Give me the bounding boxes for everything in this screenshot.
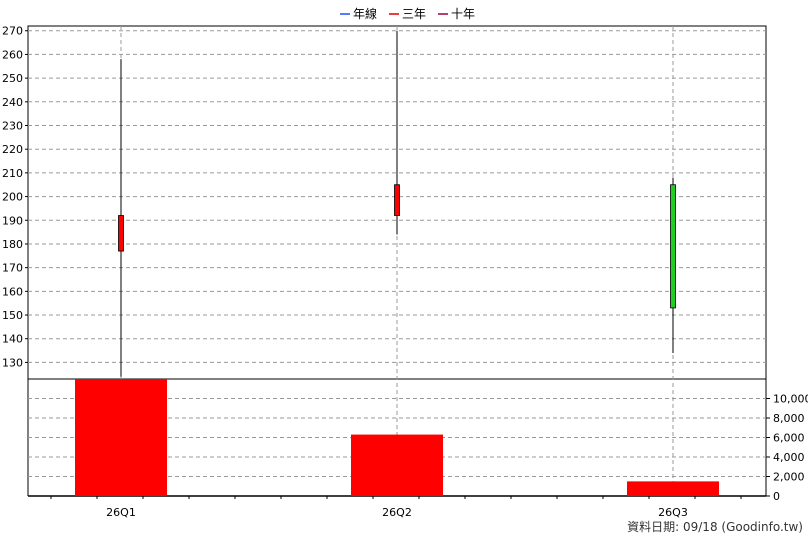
price-tick-label: 180 (2, 238, 23, 251)
volume-tick-label: 4,000 (773, 451, 805, 464)
x-axis: 26Q1 26Q2 26Q3 (50, 496, 742, 519)
legend: 年線 三年 十年 (340, 6, 475, 21)
x-tick-label: 26Q2 (382, 506, 412, 519)
candle-body (118, 215, 124, 252)
price-tick-label: 150 (2, 309, 23, 322)
volume-bar (627, 481, 719, 496)
x-tick-label: 26Q3 (658, 506, 688, 519)
legend-label: 三年 (402, 7, 426, 21)
volume-bar (75, 379, 167, 496)
price-tick-label: 230 (2, 120, 23, 133)
price-tick-label: 270 (2, 25, 23, 38)
legend-label: 十年 (451, 7, 475, 21)
price-tick-label: 260 (2, 48, 23, 61)
price-tick-label: 160 (2, 285, 23, 298)
price-tick-label: 170 (2, 262, 23, 275)
price-tick-label: 200 (2, 191, 23, 204)
volume-axis: 0 2,000 4,000 6,000 8,000 10,000 (766, 393, 808, 503)
candles (118, 30, 676, 377)
price-tick-label: 190 (2, 214, 23, 227)
volume-tick-label: 0 (773, 490, 780, 503)
price-tick-label: 140 (2, 333, 23, 346)
price-tick-label: 240 (2, 96, 23, 109)
price-axis: 130 140 150 160 170 180 190 200 210 220 230 240 250 2… (2, 25, 28, 369)
price-tick-label: 250 (2, 72, 23, 85)
volume-tick-label: 10,000 (773, 393, 808, 406)
price-tick-label: 210 (2, 167, 23, 180)
price-tick-label: 220 (2, 143, 23, 156)
volume-bars (75, 379, 719, 496)
data-date-footer: 資料日期: 09/18 (Goodinfo.tw) (627, 520, 803, 534)
legend-label: 年線 (353, 6, 377, 21)
volume-tick-label: 8,000 (773, 412, 805, 425)
candle-body (670, 184, 676, 309)
x-tick-label: 26Q1 (106, 506, 136, 519)
volume-tick-label: 6,000 (773, 432, 805, 445)
candle-body (394, 184, 400, 216)
price-tick-label: 130 (2, 356, 23, 369)
volume-bar (351, 434, 443, 496)
volume-tick-label: 2,000 (773, 471, 805, 484)
